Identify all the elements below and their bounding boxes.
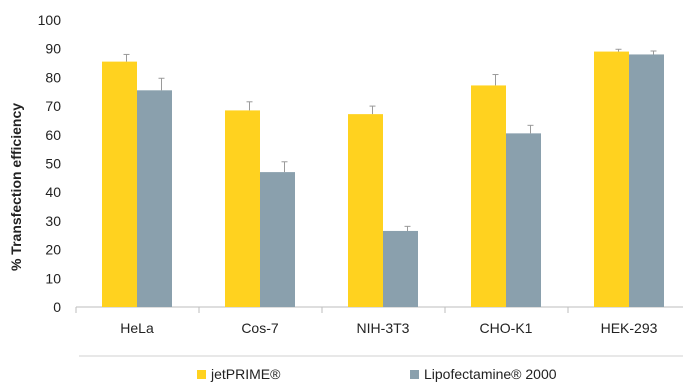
bar-jetprime — [348, 114, 383, 307]
plot-area: 0 10 20 30 40 50 60 70 80 90 100 HeLa Cos-7 NIH-3T3 CH… — [38, 12, 683, 336]
x-tick-label: HEK-293 — [601, 320, 658, 336]
bar-lipofectamine — [629, 54, 664, 307]
bar-jetprime — [594, 51, 629, 307]
bar-lipofectamine — [137, 90, 172, 307]
x-tick-label: HeLa — [120, 320, 154, 336]
y-tick-label: 40 — [45, 184, 61, 200]
x-tick-label: Cos-7 — [241, 320, 279, 336]
bar-jetprime — [225, 110, 260, 307]
y-tick-label: 70 — [45, 98, 61, 114]
y-tick-label: 50 — [45, 156, 61, 172]
y-tick-label: 10 — [45, 270, 61, 286]
legend-label: jetPRIME® — [210, 366, 281, 382]
y-tick-label: 90 — [45, 41, 61, 57]
legend-label: Lipofectamine® 2000 — [424, 366, 557, 382]
y-tick-label: 100 — [38, 12, 62, 28]
legend: jetPRIME® Lipofectamine® 2000 — [197, 366, 557, 382]
bar-lipofectamine — [260, 172, 295, 307]
bar-jetprime — [102, 61, 137, 307]
x-tick-label: NIH-3T3 — [357, 320, 410, 336]
x-tick-label: CHO-K1 — [480, 320, 533, 336]
legend-swatch — [410, 370, 419, 379]
y-tick-label: 0 — [53, 299, 61, 315]
bar-jetprime — [471, 85, 506, 307]
y-tick-label: 30 — [45, 213, 61, 229]
legend-swatch — [197, 370, 206, 379]
bar-lipofectamine — [383, 230, 418, 307]
y-tick-label: 20 — [45, 242, 61, 258]
y-tick-label: 80 — [45, 69, 61, 85]
y-tick-label: 60 — [45, 127, 61, 143]
bar-lipofectamine — [506, 133, 541, 307]
y-axis-title: % Transfection efficiency — [8, 103, 24, 271]
